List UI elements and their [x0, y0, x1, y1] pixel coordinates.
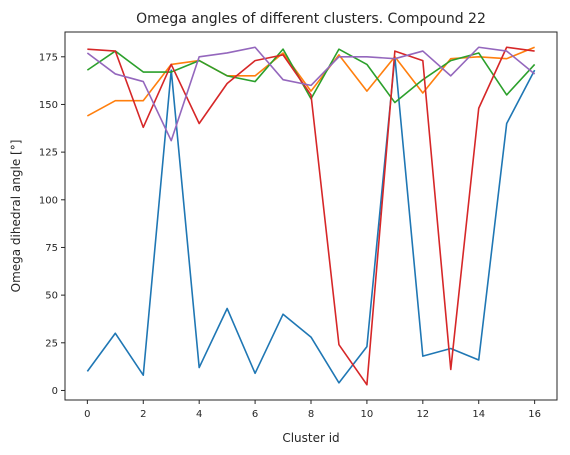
x-tick-label: 0	[84, 409, 90, 420]
series-layer	[86, 46, 536, 386]
chart-title: Omega angles of different clusters. Comp…	[136, 11, 486, 27]
y-tick-label: 150	[39, 100, 58, 111]
y-axis-label: Omega dihedral angle [°]	[9, 140, 23, 293]
y-tick-label: 100	[39, 195, 58, 206]
y-tick-label: 0	[52, 386, 58, 397]
x-axis-ticks: 0 2 4 6 8 10 12 14 16	[84, 400, 541, 420]
plot-area-frame	[64, 31, 558, 401]
x-tick-label: 12	[416, 409, 429, 420]
series-line-4	[87, 46, 535, 386]
x-axis-label: Cluster id	[282, 431, 339, 445]
y-tick-label: 50	[45, 291, 58, 302]
x-tick-label: 14	[472, 409, 485, 420]
y-tick-label: 175	[39, 52, 58, 63]
x-tick-label: 8	[308, 409, 314, 420]
y-tick-label: 25	[45, 338, 58, 349]
x-tick-label: 4	[196, 409, 202, 420]
series-line-1	[86, 55, 536, 384]
series-line-5	[86, 46, 536, 142]
y-tick-label: 75	[45, 243, 58, 254]
x-tick-label: 2	[140, 409, 146, 420]
y-tick-label: 125	[39, 148, 58, 159]
y-axis-ticks: 0 25 50 75 100 125 150 175	[39, 52, 65, 397]
x-tick-label: 16	[528, 409, 541, 420]
x-tick-label: 6	[252, 409, 258, 420]
x-tick-label: 10	[361, 409, 374, 420]
